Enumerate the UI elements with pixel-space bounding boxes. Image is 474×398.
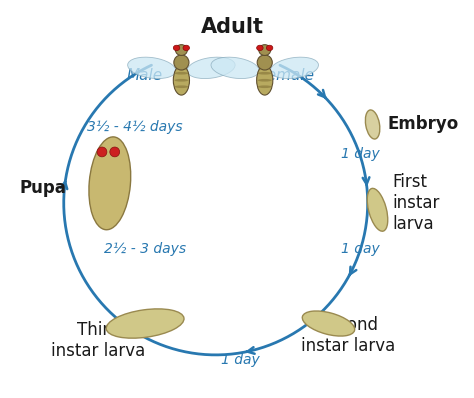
Ellipse shape [187, 57, 235, 78]
Ellipse shape [365, 110, 380, 139]
Ellipse shape [302, 311, 355, 336]
Ellipse shape [211, 57, 259, 78]
Ellipse shape [174, 79, 188, 82]
Ellipse shape [175, 45, 187, 55]
Text: Male: Male [127, 68, 163, 83]
Ellipse shape [258, 79, 272, 82]
Ellipse shape [173, 45, 180, 51]
Ellipse shape [106, 309, 184, 338]
Ellipse shape [97, 147, 107, 157]
Text: 1 day: 1 day [341, 242, 380, 256]
Ellipse shape [128, 57, 176, 78]
Text: Third
instar larva: Third instar larva [51, 321, 145, 360]
Ellipse shape [174, 86, 188, 88]
Ellipse shape [174, 72, 188, 74]
Text: 2½ - 3 days: 2½ - 3 days [104, 242, 186, 256]
Ellipse shape [270, 57, 319, 78]
Ellipse shape [256, 45, 263, 51]
Text: Female: Female [258, 68, 314, 83]
Ellipse shape [89, 137, 131, 230]
Ellipse shape [173, 65, 190, 95]
Text: 1 day: 1 day [221, 353, 260, 367]
Ellipse shape [266, 45, 273, 51]
Ellipse shape [258, 86, 272, 88]
Text: Embryo: Embryo [387, 115, 458, 133]
Ellipse shape [367, 188, 388, 231]
Text: 3½ - 4½ days: 3½ - 4½ days [88, 121, 183, 135]
Ellipse shape [256, 65, 273, 95]
Text: Pupa: Pupa [19, 179, 66, 197]
Ellipse shape [183, 45, 190, 51]
Ellipse shape [174, 55, 189, 70]
Ellipse shape [110, 147, 119, 157]
Ellipse shape [259, 45, 271, 55]
Text: Adult: Adult [201, 17, 264, 37]
Ellipse shape [258, 72, 272, 74]
Text: 1 day: 1 day [341, 147, 380, 161]
Ellipse shape [257, 55, 272, 70]
Text: Second
instar larva: Second instar larva [301, 316, 395, 355]
Text: First
instar
larva: First instar larva [392, 173, 439, 233]
